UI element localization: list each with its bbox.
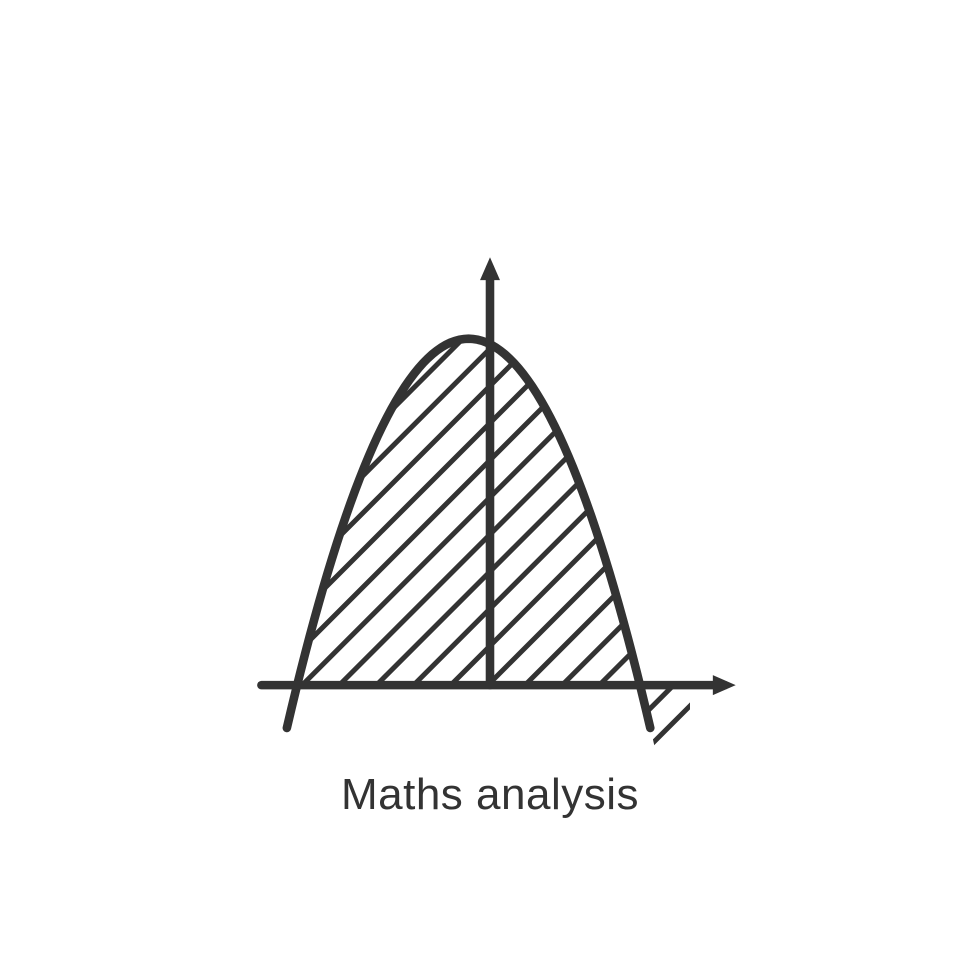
caption-text: Maths analysis	[341, 770, 639, 820]
figure-container: Maths analysis	[0, 0, 980, 980]
maths-analysis-icon	[140, 160, 840, 746]
